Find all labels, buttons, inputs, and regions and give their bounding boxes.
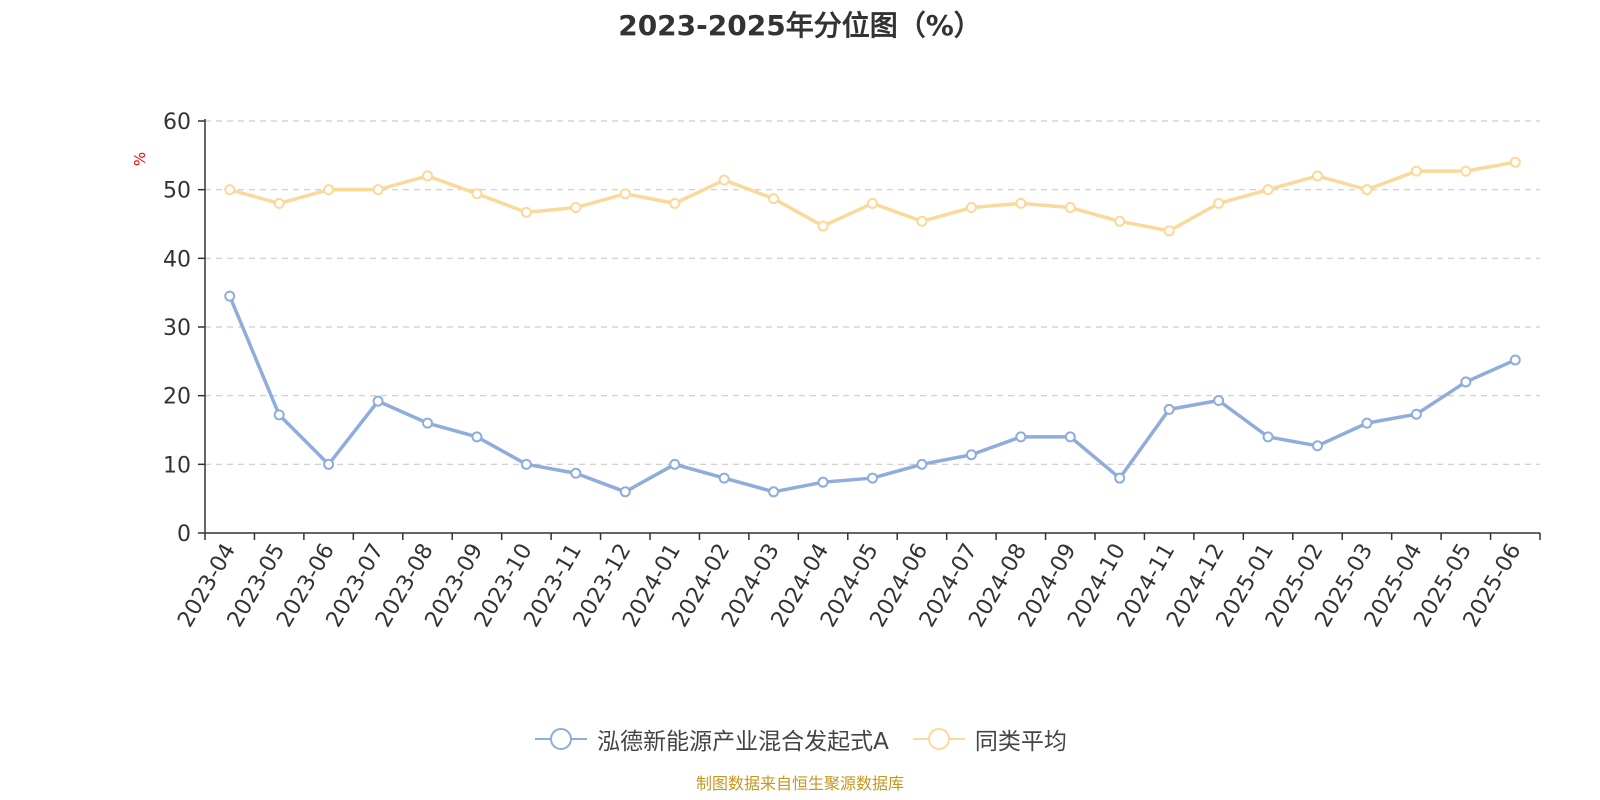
- data-point: [372, 395, 384, 407]
- data-point: [372, 184, 384, 196]
- y-tick-label: 0: [177, 522, 191, 547]
- data-point: [1262, 431, 1274, 443]
- data-point: [1114, 215, 1126, 227]
- data-point: [1213, 394, 1225, 406]
- legend: 泓德新能源产业混合发起式A 同类平均: [0, 722, 1600, 756]
- data-point: [520, 458, 532, 470]
- legend-fund-label: 泓德新能源产业混合发起式A: [597, 729, 889, 755]
- data-point: [718, 472, 730, 484]
- data-point: [273, 197, 285, 209]
- series-lines: [224, 156, 1521, 498]
- data-point: [1312, 170, 1323, 182]
- line-chart: 01020304050602023-042023-052023-062023-0…: [163, 110, 1541, 632]
- data-point: [965, 202, 977, 214]
- data-point: [965, 449, 977, 461]
- data-point: [817, 220, 829, 232]
- source-note: 制图数据来自恒生聚源数据库: [695, 774, 904, 793]
- data-point: [1361, 417, 1373, 429]
- data-point: [1312, 440, 1323, 452]
- chart-title: 2023-2025年分位图（%）: [618, 9, 982, 42]
- y-tick-label: 60: [163, 110, 191, 135]
- data-point: [1460, 165, 1472, 177]
- data-point: [867, 472, 878, 484]
- legend-average-symbol-icon: [912, 728, 965, 750]
- data-point: [867, 197, 878, 209]
- data-point: [1410, 165, 1422, 177]
- data-point: [1064, 202, 1076, 214]
- data-point: [669, 197, 681, 209]
- data-point: [1015, 197, 1027, 209]
- data-point: [323, 458, 335, 470]
- data-point: [718, 174, 730, 186]
- data-point: [619, 486, 631, 498]
- y-tick-label: 20: [163, 385, 191, 410]
- data-point: [224, 184, 236, 196]
- data-point: [1213, 197, 1225, 209]
- series-line: [227, 294, 1518, 494]
- data-point: [422, 417, 433, 429]
- data-point: [619, 188, 631, 200]
- data-point: [1460, 376, 1472, 388]
- y-tick-label: 40: [163, 247, 191, 272]
- data-point: [471, 431, 483, 443]
- legend-item-average[interactable]: 同类平均: [911, 722, 1067, 756]
- grid-lines: [205, 120, 1540, 465]
- data-point: [1262, 184, 1274, 196]
- data-point: [768, 486, 780, 498]
- data-point: [1114, 472, 1126, 484]
- data-point: [817, 476, 829, 488]
- y-tick-label: 30: [163, 316, 191, 341]
- data-point: [916, 458, 928, 470]
- data-point: [916, 215, 928, 227]
- data-point: [224, 290, 236, 302]
- data-point: [1015, 431, 1027, 443]
- legend-item-fund[interactable]: 泓德新能源产业混合发起式A: [533, 722, 889, 756]
- data-point: [422, 170, 433, 182]
- legend-fund-symbol-icon: [535, 728, 588, 750]
- legend-average-label: 同类平均: [974, 729, 1067, 755]
- data-point: [520, 206, 532, 218]
- data-point: [570, 467, 582, 479]
- data-point: [1064, 431, 1076, 443]
- data-point: [768, 193, 780, 205]
- y-tick-label: 10: [163, 453, 191, 478]
- data-point: [1163, 225, 1175, 237]
- data-point: [1509, 354, 1521, 366]
- data-point: [669, 458, 681, 470]
- data-point: [1410, 408, 1422, 420]
- data-point: [1163, 403, 1175, 415]
- data-point: [1361, 184, 1373, 196]
- data-point: [1509, 156, 1521, 168]
- data-point: [570, 202, 582, 214]
- data-point: [273, 409, 285, 421]
- data-point: [471, 188, 483, 200]
- data-point: [323, 184, 335, 196]
- series-line: [227, 160, 1518, 233]
- y-tick-label: 50: [163, 179, 191, 204]
